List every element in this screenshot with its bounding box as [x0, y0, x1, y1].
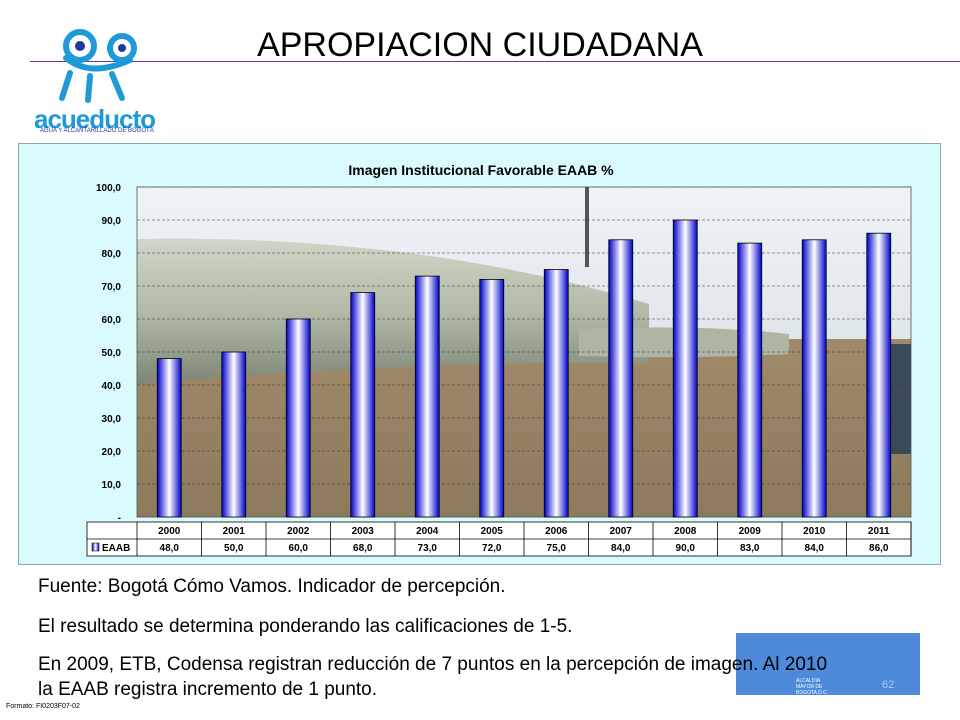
- plot-border: [136, 186, 912, 518]
- legend-label: EAAB: [102, 543, 130, 554]
- y-tick-label: 70,0: [102, 282, 122, 293]
- bar: [543, 269, 569, 518]
- acueducto-logo: [30, 18, 160, 138]
- y-tick-label: 20,0: [102, 447, 122, 458]
- bar: [350, 292, 376, 518]
- data-value-label: 68,0: [353, 543, 373, 554]
- data-table: 2000 48,0 2001 50,0 2002 60,0 2003 68,0 2004 73,0…: [86, 521, 912, 557]
- bar: [221, 351, 247, 518]
- y-tick-label: 30,0: [102, 414, 122, 425]
- slide-title: APROPIACION CIUDADANA: [257, 26, 703, 64]
- logo-text: acueducto: [34, 104, 156, 134]
- x-category-label: 2001: [223, 526, 246, 537]
- bar-chart: - 10,0 20,0 30,0 40,0 50,0 60,0 70,0 80,0 90,0 100…: [86, 162, 912, 557]
- format-code: Formato: FI0203F07-02: [6, 703, 80, 710]
- x-category-label: 2006: [545, 526, 568, 537]
- data-value-label: 86,0: [869, 543, 889, 554]
- logo-subtitle: AGUA Y ALCANTARILLADO DE BOGOTÁ: [40, 128, 154, 134]
- y-tick-label: -: [118, 513, 121, 524]
- y-tick-label: 90,0: [102, 216, 122, 227]
- x-category-label: 2005: [481, 526, 504, 537]
- x-category-label: 2007: [610, 526, 633, 537]
- x-category-label: 2010: [803, 526, 826, 537]
- bar: [156, 358, 182, 518]
- data-value-label: 73,0: [418, 543, 438, 554]
- bar: [801, 239, 827, 518]
- title-divider: [30, 61, 960, 62]
- bar: [479, 278, 505, 518]
- data-value-label: 83,0: [740, 543, 760, 554]
- y-tick-label: 50,0: [102, 348, 122, 359]
- data-value-label: 50,0: [224, 543, 244, 554]
- data-value-label: 75,0: [547, 543, 567, 554]
- x-category-label: 2003: [352, 526, 375, 537]
- source-line: Fuente: Bogotá Cómo Vamos. Indicador de …: [38, 576, 506, 597]
- summary-paragraph: En 2009, ETB, Codensa registran reducció…: [38, 654, 828, 700]
- plot-background-photo: [137, 187, 911, 517]
- data-value-label: 72,0: [482, 543, 502, 554]
- y-tick-label: 40,0: [102, 381, 122, 392]
- bar: [285, 318, 311, 518]
- bar: [866, 232, 892, 518]
- x-category-label: 2009: [739, 526, 762, 537]
- bar: [414, 275, 440, 518]
- legend-swatch: [91, 542, 100, 552]
- y-tick-label: 80,0: [102, 249, 122, 260]
- bars: [156, 219, 892, 518]
- data-value-label: 60,0: [289, 543, 309, 554]
- alcaldia-logo-label: ALCALDIA MAYOR DE BOGOTA D.C.: [796, 678, 829, 696]
- chart-container: - 10,0 20,0 30,0 40,0 50,0 60,0 70,0 80,0 90,0 100…: [18, 143, 941, 565]
- x-category-label: 2002: [287, 526, 310, 537]
- x-category-label: 2011: [868, 526, 890, 537]
- y-axis-ticks: - 10,0 20,0 30,0 40,0 50,0 60,0 70,0 80,0 90,0 100…: [96, 183, 121, 524]
- x-category-label: 2008: [674, 526, 697, 537]
- bar: [737, 242, 763, 518]
- chart-title: Imagen Institucional Favorable EAAB %: [348, 162, 614, 178]
- x-category-label: 2000: [158, 526, 181, 537]
- data-value-label: 84,0: [805, 543, 825, 554]
- y-tick-label: 100,0: [96, 183, 121, 194]
- bar: [608, 239, 634, 518]
- y-tick-label: 60,0: [102, 315, 122, 326]
- data-value-label: 90,0: [676, 543, 696, 554]
- method-line: El resultado se determina ponderando las…: [38, 616, 573, 637]
- page-number: 62: [882, 679, 895, 691]
- gridlines: [136, 186, 912, 518]
- bar: [672, 219, 698, 518]
- data-value-label: 48,0: [160, 543, 180, 554]
- alcaldia-logo: [736, 633, 920, 695]
- y-tick-label: 10,0: [102, 480, 122, 491]
- data-value-label: 84,0: [611, 543, 631, 554]
- x-category-label: 2004: [416, 526, 439, 537]
